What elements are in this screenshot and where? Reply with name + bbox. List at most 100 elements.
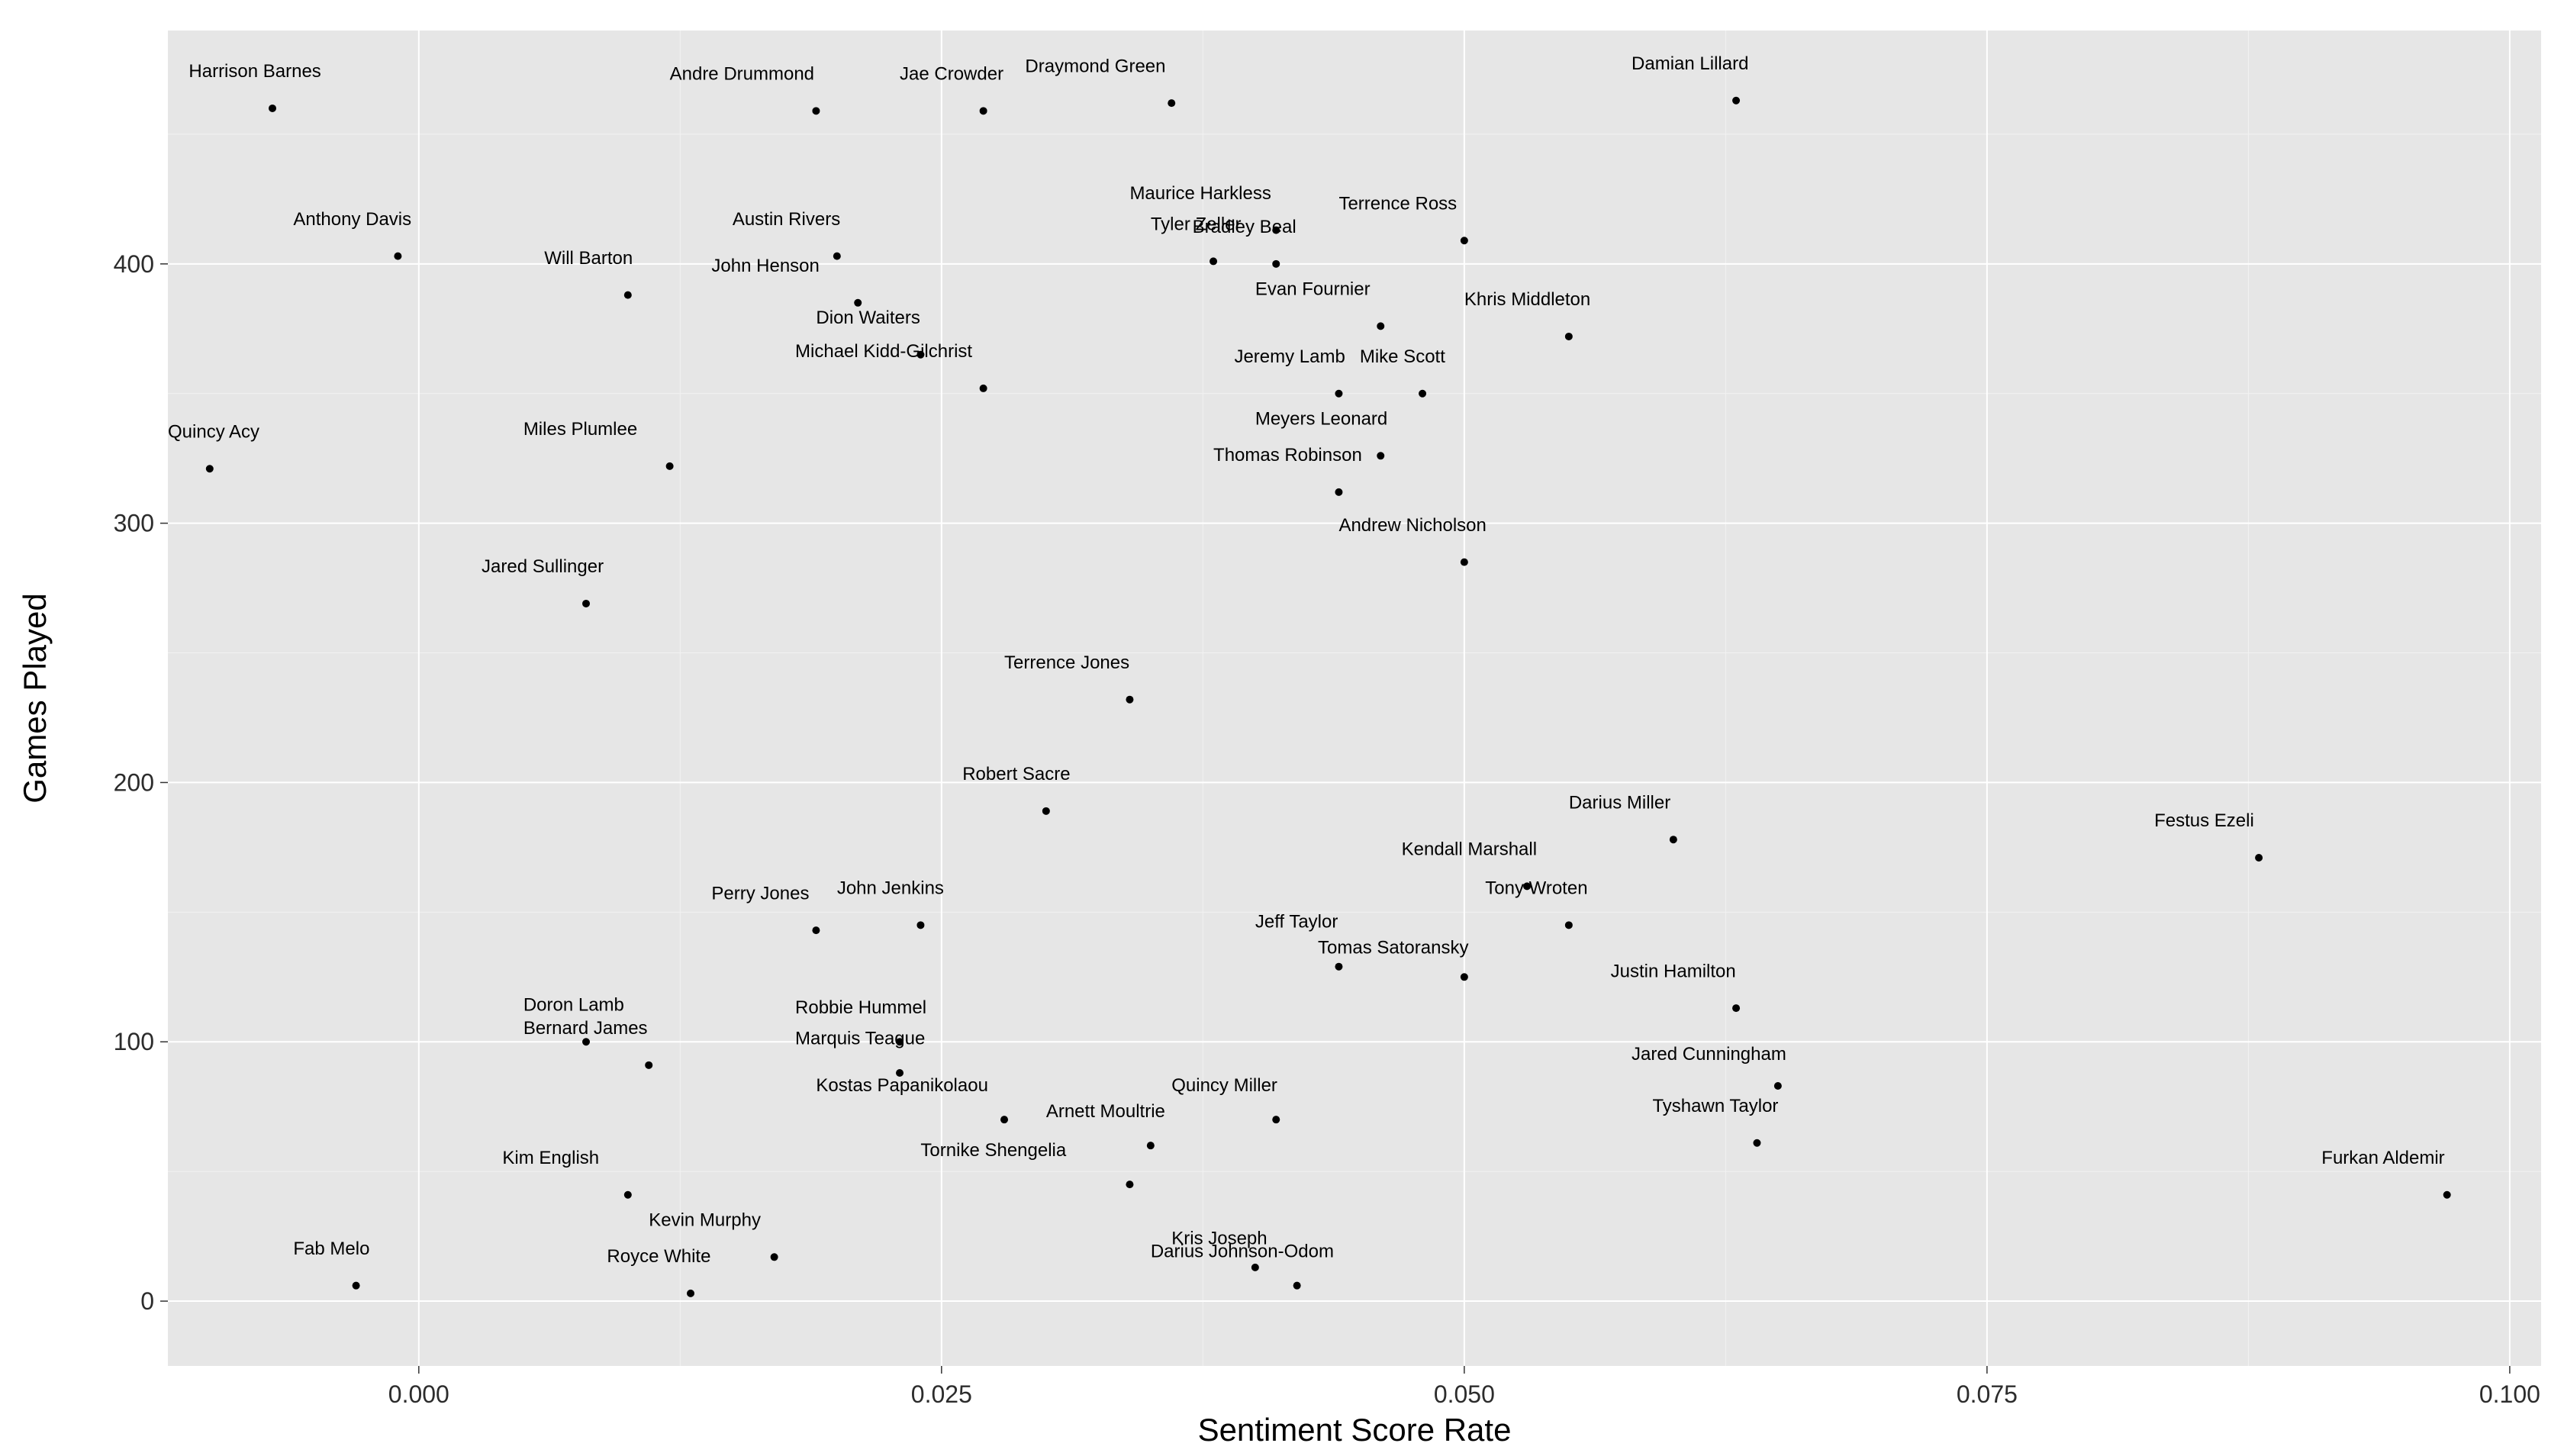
data-point-label: Terrence Ross bbox=[1338, 193, 1457, 214]
scatter-chart: 0.0000.0250.0500.0750.1000100200300400Se… bbox=[0, 0, 2564, 1456]
data-point-label: Miles Plumlee bbox=[523, 419, 637, 440]
data-point-label: Jeremy Lamb bbox=[1234, 346, 1345, 367]
x-axis-title: Sentiment Score Rate bbox=[1198, 1412, 1512, 1448]
data-point bbox=[1272, 1116, 1280, 1123]
data-point-label: Royce White bbox=[607, 1246, 710, 1267]
data-point bbox=[1565, 921, 1573, 929]
data-point bbox=[645, 1061, 652, 1069]
data-point-label: Bernard James bbox=[523, 1018, 648, 1039]
data-point-label: Meyers Leonard bbox=[1255, 409, 1387, 430]
data-point-label: Maurice Harkless bbox=[1129, 183, 1271, 204]
data-point-label: Tony Wroten bbox=[1485, 878, 1587, 899]
y-tick-label: 400 bbox=[114, 250, 154, 278]
data-point bbox=[1042, 807, 1050, 815]
data-point-label: Festus Ezeli bbox=[2154, 810, 2254, 831]
data-point-label: Terrence Jones bbox=[1004, 652, 1129, 673]
y-tick-label: 100 bbox=[114, 1028, 154, 1055]
data-point-label: Jae Crowder bbox=[900, 64, 1003, 85]
data-point-label: Furkan Aldemir bbox=[2321, 1148, 2444, 1168]
data-point bbox=[624, 292, 632, 299]
data-point bbox=[1168, 99, 1175, 107]
y-axis-title: Games Played bbox=[17, 593, 53, 803]
data-point bbox=[812, 926, 820, 934]
data-point-label: Fab Melo bbox=[293, 1239, 369, 1259]
data-point bbox=[771, 1253, 778, 1261]
data-point bbox=[1774, 1082, 1782, 1090]
y-tick-label: 300 bbox=[114, 510, 154, 537]
data-point bbox=[1210, 257, 1217, 265]
data-point bbox=[2255, 854, 2263, 862]
data-point-label: Kostas Papanikolaou bbox=[816, 1075, 988, 1096]
data-point-label: Bradley Beal bbox=[1193, 217, 1296, 237]
data-point bbox=[1732, 97, 1740, 105]
data-point-label: Tornike Shengelia bbox=[920, 1140, 1066, 1161]
data-point-label: John Jenkins bbox=[837, 878, 944, 899]
data-point bbox=[1272, 260, 1280, 268]
x-tick-label: 0.050 bbox=[1434, 1380, 1495, 1408]
data-point bbox=[833, 253, 841, 260]
data-point bbox=[1147, 1142, 1155, 1149]
data-point bbox=[582, 600, 590, 607]
data-point bbox=[1670, 836, 1677, 843]
data-point-label: Kim English bbox=[502, 1148, 599, 1168]
data-point-label: Will Barton bbox=[544, 248, 633, 269]
data-point bbox=[1126, 1181, 1133, 1188]
data-point bbox=[812, 107, 820, 114]
data-point-label: Khris Middleton bbox=[1464, 289, 1590, 310]
data-point-label: Michael Kidd-Gilchrist bbox=[795, 341, 972, 362]
data-point-label: Evan Fournier bbox=[1255, 279, 1371, 300]
data-point-label: Kendall Marshall bbox=[1402, 839, 1537, 860]
x-tick-label: 0.000 bbox=[388, 1380, 449, 1408]
data-point-label: Robbie Hummel bbox=[795, 997, 926, 1018]
data-point bbox=[1126, 696, 1133, 704]
data-point-label: Harrison Barnes bbox=[188, 61, 320, 82]
x-tick-label: 0.100 bbox=[2479, 1380, 2540, 1408]
data-point bbox=[666, 462, 674, 470]
data-point-label: Andrew Nicholson bbox=[1338, 515, 1486, 536]
data-point-label: Justin Hamilton bbox=[1611, 961, 1736, 981]
data-point bbox=[854, 299, 862, 307]
data-point-label: Darius Johnson-Odom bbox=[1151, 1241, 1334, 1261]
data-point bbox=[980, 107, 987, 114]
data-point bbox=[1461, 237, 1468, 244]
data-point-label: Jared Cunningham bbox=[1631, 1044, 1786, 1065]
data-point bbox=[980, 385, 987, 392]
data-point bbox=[624, 1191, 632, 1199]
data-point bbox=[206, 465, 214, 472]
data-point bbox=[394, 253, 401, 260]
data-point bbox=[1753, 1139, 1760, 1147]
data-point bbox=[1377, 322, 1384, 330]
data-point bbox=[1335, 488, 1342, 496]
data-point-label: Quincy Acy bbox=[168, 421, 259, 442]
data-point bbox=[1000, 1116, 1008, 1123]
data-point-label: Dion Waiters bbox=[816, 308, 920, 328]
data-point-label: Arnett Moultrie bbox=[1046, 1101, 1165, 1122]
data-point-label: Jeff Taylor bbox=[1255, 912, 1338, 933]
data-point-label: Andre Drummond bbox=[670, 64, 814, 85]
data-point-label: Austin Rivers bbox=[733, 209, 840, 230]
data-point bbox=[1461, 559, 1468, 566]
data-point-label: Marquis Teague bbox=[795, 1029, 925, 1049]
data-point-label: Tomas Satoransky bbox=[1318, 938, 1468, 958]
data-point-label: Mike Scott bbox=[1360, 346, 1445, 367]
data-point bbox=[353, 1282, 360, 1290]
data-point-label: Draymond Green bbox=[1025, 56, 1165, 76]
data-point-label: Kevin Murphy bbox=[649, 1210, 761, 1231]
data-point-label: Perry Jones bbox=[711, 883, 809, 904]
data-point-label: Anthony Davis bbox=[293, 209, 411, 230]
data-point-label: Doron Lamb bbox=[523, 994, 624, 1015]
data-point bbox=[1335, 390, 1342, 398]
data-point-label: Darius Miller bbox=[1569, 792, 1670, 813]
data-point bbox=[269, 105, 276, 112]
chart-svg: 0.0000.0250.0500.0750.1000100200300400Se… bbox=[0, 0, 2564, 1456]
data-point-label: Damian Lillard bbox=[1631, 53, 1748, 74]
data-point bbox=[1335, 963, 1342, 971]
data-point-label: Robert Sacre bbox=[962, 764, 1070, 784]
data-point-label: Thomas Robinson bbox=[1213, 445, 1362, 465]
data-point bbox=[1565, 333, 1573, 340]
y-tick-label: 0 bbox=[140, 1287, 154, 1315]
data-point bbox=[2443, 1191, 2451, 1199]
data-point bbox=[1461, 973, 1468, 981]
data-point-label: Tyshawn Taylor bbox=[1652, 1096, 1778, 1116]
x-tick-label: 0.075 bbox=[1957, 1380, 2018, 1408]
